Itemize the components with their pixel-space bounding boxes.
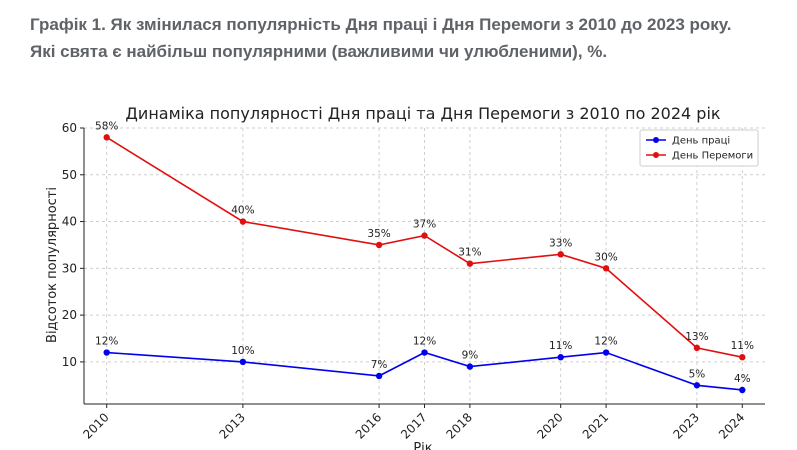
data-point <box>103 349 110 356</box>
data-label: 9% <box>462 350 479 362</box>
grid <box>84 127 765 404</box>
y-tick-label: 20 <box>62 308 77 322</box>
data-label: 31% <box>458 247 481 259</box>
data-point <box>421 349 428 356</box>
data-label: 13% <box>685 331 708 343</box>
data-label: 12% <box>95 336 118 348</box>
data-label: 30% <box>594 251 617 263</box>
data-point <box>375 241 383 249</box>
data-label: 4% <box>734 373 751 385</box>
x-tick-label: 2016 <box>353 410 384 441</box>
y-tick-label: 40 <box>62 215 77 229</box>
y-tick-label: 30 <box>62 261 77 275</box>
data-point <box>239 218 247 225</box>
legend-label: День Перемоги <box>672 151 753 162</box>
legend-marker <box>653 137 659 143</box>
data-point <box>466 260 474 267</box>
data-point <box>693 382 701 389</box>
x-tick-label: 2013 <box>217 410 248 441</box>
data-point <box>602 265 610 272</box>
caption-line-1: Графік 1. Як змінилася популярність Дня … <box>30 15 732 34</box>
data-label: 12% <box>594 336 617 348</box>
data-label: 11% <box>731 340 754 352</box>
data-point <box>739 354 746 361</box>
series-1: 12% 10% 7% 12% 9% 11% 12% 5% 4% <box>95 336 751 394</box>
x-tick-label: 2020 <box>534 410 565 441</box>
data-point <box>103 134 110 141</box>
series: 12% 10% 7% 12% 9% 11% 12% 5% 4% 58% 40% 35% 37% 31% 33… <box>95 120 754 394</box>
x-tick-label: 2018 <box>444 410 475 441</box>
data-label: 5% <box>689 368 706 380</box>
legend: День праці День Перемоги <box>639 129 759 167</box>
y-tick-label: 10 <box>62 355 77 369</box>
data-label: 12% <box>413 336 436 348</box>
x-tick-label: 2024 <box>716 410 747 441</box>
caption-line-2: Які свята є найбільш популярними (важлив… <box>30 42 608 61</box>
y-tick-label: 60 <box>62 121 77 135</box>
data-point <box>421 232 428 239</box>
x-tick-label: 2010 <box>80 410 111 441</box>
legend-marker <box>653 152 659 158</box>
data-label: 58% <box>95 120 118 132</box>
axes: 10 20 30 40 50 60 2010 2013 2016 2017 2018 2020 2021… <box>62 121 765 442</box>
x-tick-label: 2021 <box>580 410 611 441</box>
y-tick-label: 50 <box>62 168 77 182</box>
data-label: 11% <box>549 340 572 352</box>
x-tick-label: 2023 <box>671 410 702 441</box>
x-axis-label: Рік <box>413 441 432 450</box>
data-label: 10% <box>231 345 254 357</box>
data-label: 37% <box>413 219 436 231</box>
data-label: 40% <box>231 205 254 217</box>
data-point <box>557 354 564 361</box>
data-point <box>693 344 701 352</box>
y-axis-label: Відсоток популярності <box>45 187 60 343</box>
series-2: 58% 40% 35% 37% 31% 33% 30% 13% 11% <box>95 120 754 361</box>
figure-caption: Графік 1. Як змінилася популярність Дня … <box>30 11 790 65</box>
data-label: 33% <box>549 237 572 249</box>
legend-box <box>639 129 759 167</box>
data-label: 7% <box>371 359 388 371</box>
data-point <box>375 372 383 380</box>
data-point <box>739 386 746 394</box>
legend-label: День праці <box>672 135 730 147</box>
chart-title: Динаміка популярності Дня праці та Дня П… <box>125 104 720 123</box>
x-tick-label: 2017 <box>398 410 429 441</box>
data-label: 35% <box>367 228 390 240</box>
data-point <box>602 349 610 356</box>
data-point <box>466 363 474 370</box>
data-point <box>239 358 247 366</box>
data-point <box>557 251 564 258</box>
